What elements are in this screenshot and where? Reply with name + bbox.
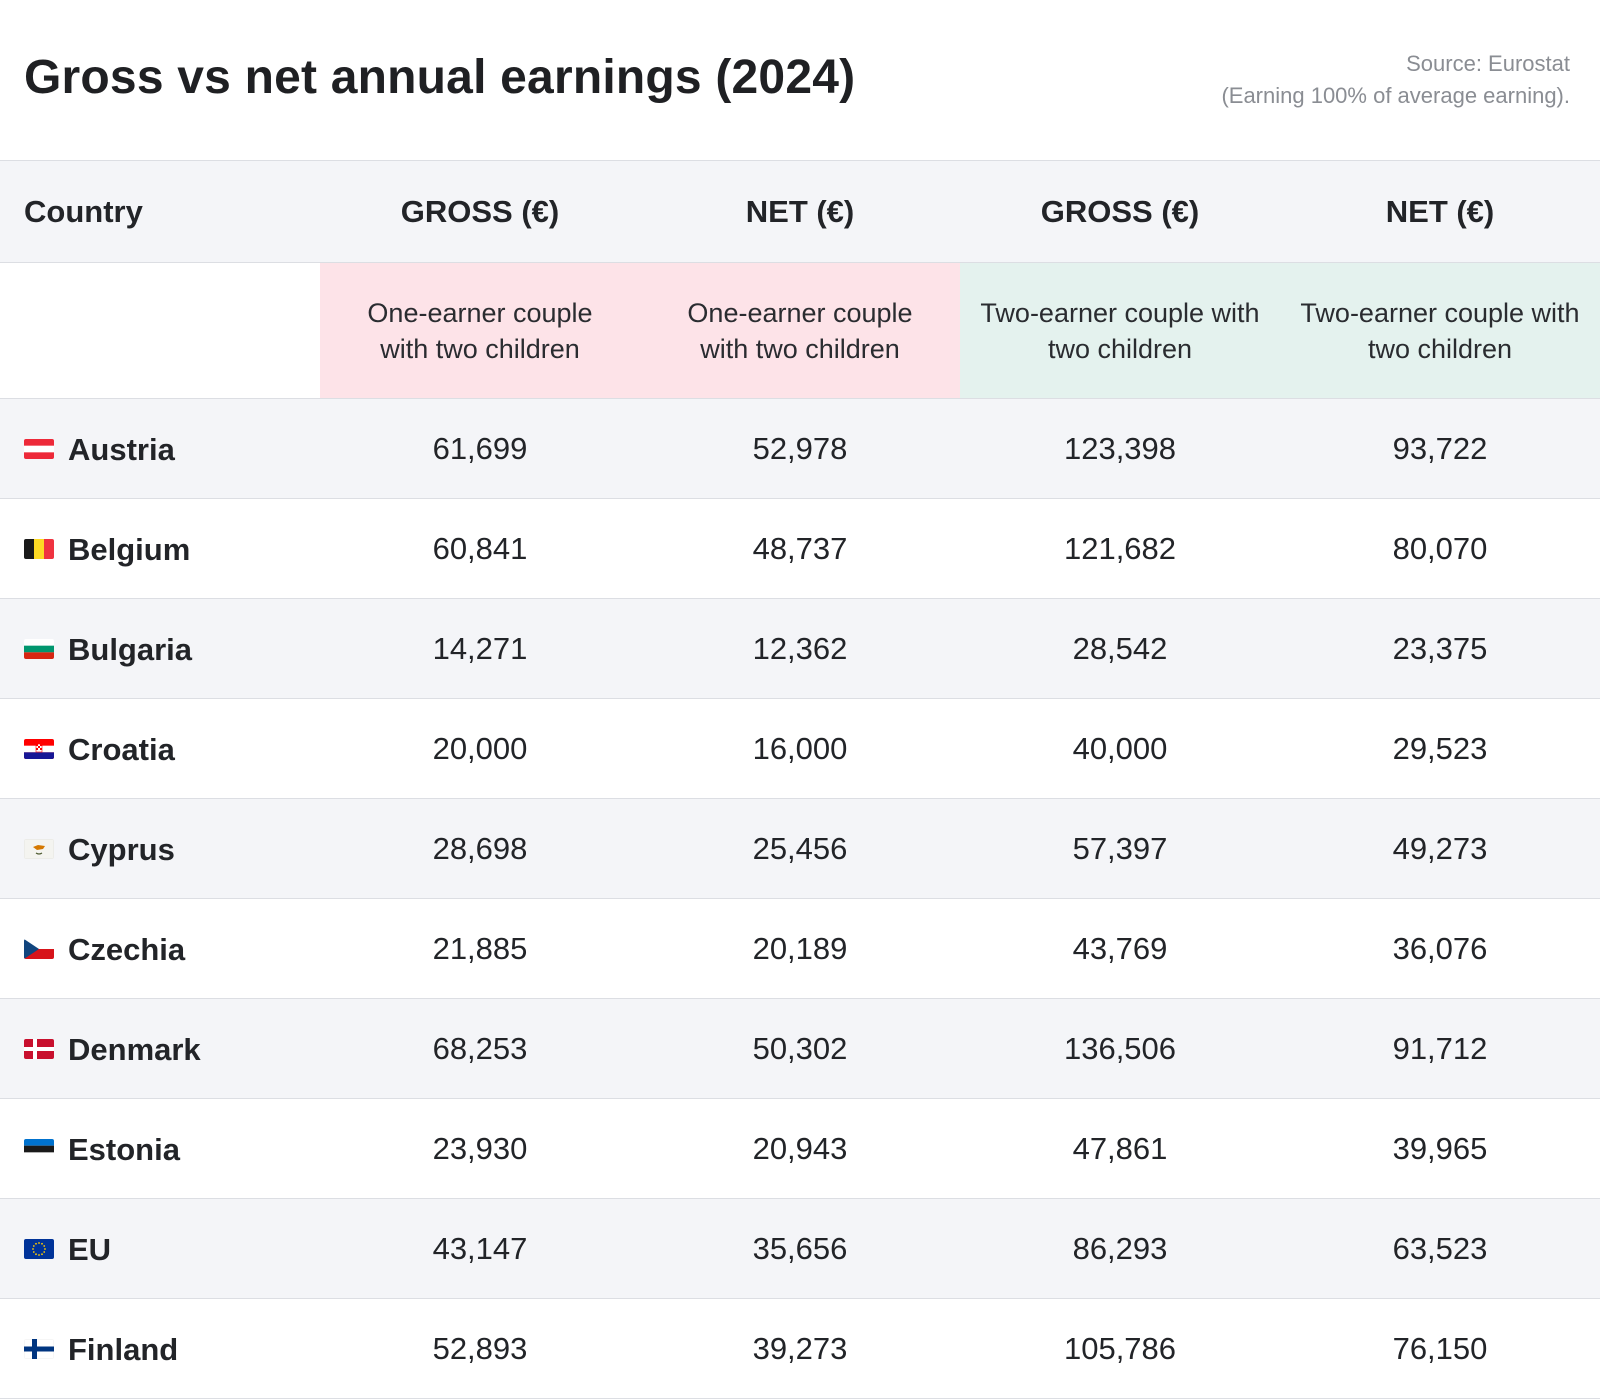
- gross-one-earner-cell: 61,699: [432, 430, 528, 466]
- table-row: Cyprus 28,698 25,456 57,397 49,273: [0, 798, 1600, 899]
- country-cell: Austria: [0, 399, 320, 499]
- country-name: EU: [68, 1231, 112, 1267]
- gross-two-earner-cell: 121,682: [1063, 530, 1177, 566]
- country-name: Estonia: [68, 1131, 180, 1167]
- net-one-earner-cell: 16,000: [752, 730, 848, 766]
- source-line: Source: Eurostat: [1406, 51, 1570, 76]
- earnings-table: Country GROSS (€) NET (€) GROSS (€) NET …: [0, 160, 1600, 1399]
- subheader-net-one: One-earner couple with two children: [640, 262, 960, 399]
- gross-one-earner-cell: 60,841: [432, 530, 528, 566]
- gross-one-earner-cell: 28,698: [432, 830, 528, 866]
- country-cell: Finland: [0, 1299, 320, 1399]
- country-name: Czechia: [68, 931, 186, 967]
- net-one-earner-cell: 20,943: [752, 1130, 848, 1166]
- table-row: Estonia 23,930 20,943 47,861 39,965: [0, 1098, 1600, 1199]
- net-one-earner-cell: 50,302: [752, 1030, 848, 1066]
- country-name: Austria: [68, 431, 175, 467]
- table-row: Czechia 21,885 20,189 43,769 36,076: [0, 898, 1600, 999]
- table-row: Croatia 20,000 16,000 40,000 29,523: [0, 698, 1600, 799]
- net-one-earner-cell: 12,362: [752, 630, 848, 666]
- net-one-earner-cell: 39,273: [752, 1330, 848, 1366]
- bulgaria-flag-icon: [24, 639, 54, 660]
- country-cell: EU: [0, 1199, 320, 1299]
- gross-one-earner-cell: 14,271: [432, 630, 528, 666]
- country-name: Finland: [68, 1331, 179, 1367]
- column-header-net-one: NET (€): [745, 193, 855, 229]
- table-row: EU 43,147 35,656 86,293 63,523: [0, 1198, 1600, 1299]
- estonia-flag-icon: [24, 1139, 54, 1160]
- source-note: Source: Eurostat (Earning 100% of averag…: [1221, 48, 1570, 112]
- net-two-earner-cell: 49,273: [1392, 830, 1488, 866]
- page-header: Gross vs net annual earnings (2024) Sour…: [0, 0, 1600, 160]
- net-two-earner-cell: 93,722: [1392, 430, 1488, 466]
- gross-two-earner-cell: 47,861: [1072, 1130, 1168, 1166]
- croatia-flag-icon: [24, 739, 54, 760]
- country-cell: Estonia: [0, 1099, 320, 1199]
- gross-two-earner-cell: 86,293: [1072, 1230, 1168, 1266]
- gross-one-earner-cell: 68,253: [432, 1030, 528, 1066]
- gross-one-earner-cell: 23,930: [432, 1130, 528, 1166]
- czechia-flag-icon: [24, 939, 54, 960]
- source-footnote: (Earning 100% of average earning).: [1221, 83, 1570, 108]
- table-row: Austria 61,699 52,978 123,398 93,722: [0, 398, 1600, 499]
- austria-flag-icon: [24, 439, 54, 460]
- net-one-earner-cell: 52,978: [752, 430, 848, 466]
- country-name: Denmark: [68, 1031, 201, 1067]
- subheader-gross-one: One-earner couple with two children: [320, 262, 640, 399]
- denmark-flag-icon: [24, 1039, 54, 1060]
- column-header-country: Country: [24, 193, 143, 229]
- subheader-blank: [0, 262, 320, 399]
- table-row: Belgium 60,841 48,737 121,682 80,070: [0, 498, 1600, 599]
- table-row: Denmark 68,253 50,302 136,506 91,712: [0, 998, 1600, 1099]
- net-two-earner-cell: 39,965: [1392, 1130, 1488, 1166]
- column-header-gross-two: GROSS (€): [1040, 193, 1200, 229]
- net-two-earner-cell: 63,523: [1392, 1230, 1488, 1266]
- net-two-earner-cell: 23,375: [1392, 630, 1488, 666]
- cyprus-flag-icon: [24, 839, 54, 860]
- net-one-earner-cell: 20,189: [752, 930, 848, 966]
- country-cell: Bulgaria: [0, 599, 320, 699]
- net-one-earner-cell: 35,656: [752, 1230, 848, 1266]
- net-one-earner-cell: 25,456: [752, 830, 848, 866]
- gross-one-earner-cell: 21,885: [432, 930, 528, 966]
- country-cell: Belgium: [0, 499, 320, 599]
- gross-two-earner-cell: 136,506: [1063, 1030, 1177, 1066]
- country-cell: Cyprus: [0, 799, 320, 899]
- gross-two-earner-cell: 43,769: [1072, 930, 1168, 966]
- column-header-net-two: NET (€): [1385, 193, 1495, 229]
- country-name: Cyprus: [68, 831, 175, 867]
- gross-one-earner-cell: 52,893: [432, 1330, 528, 1366]
- table-row: Bulgaria 14,271 12,362 28,542 23,375: [0, 598, 1600, 699]
- gross-two-earner-cell: 28,542: [1072, 630, 1168, 666]
- eu-flag-icon: [24, 1239, 54, 1260]
- column-header-gross-one: GROSS (€): [400, 193, 560, 229]
- net-two-earner-cell: 36,076: [1392, 930, 1488, 966]
- gross-two-earner-cell: 123,398: [1063, 430, 1177, 466]
- net-two-earner-cell: 29,523: [1392, 730, 1488, 766]
- country-name: Bulgaria: [68, 631, 193, 667]
- country-cell: Czechia: [0, 899, 320, 999]
- table-row: Finland 52,893 39,273 105,786 76,150: [0, 1298, 1600, 1399]
- finland-flag-icon: [24, 1339, 54, 1360]
- gross-two-earner-cell: 57,397: [1072, 830, 1168, 866]
- page-title: Gross vs net annual earnings (2024): [24, 51, 856, 104]
- belgium-flag-icon: [24, 539, 54, 560]
- net-two-earner-cell: 91,712: [1392, 1030, 1488, 1066]
- net-two-earner-cell: 76,150: [1392, 1330, 1488, 1366]
- country-name: Belgium: [68, 531, 191, 567]
- country-name: Croatia: [68, 731, 175, 767]
- net-two-earner-cell: 80,070: [1392, 530, 1488, 566]
- net-one-earner-cell: 48,737: [752, 530, 848, 566]
- gross-two-earner-cell: 105,786: [1063, 1330, 1177, 1366]
- subheader-row: One-earner couple with two children One-…: [0, 262, 1600, 399]
- country-cell: Croatia: [0, 699, 320, 799]
- gross-two-earner-cell: 40,000: [1072, 730, 1168, 766]
- country-cell: Denmark: [0, 999, 320, 1099]
- subheader-net-two: Two-earner couple with two children: [1280, 262, 1600, 399]
- column-header-row: Country GROSS (€) NET (€) GROSS (€) NET …: [0, 160, 1600, 263]
- subheader-gross-two: Two-earner couple with two children: [960, 262, 1280, 399]
- gross-one-earner-cell: 43,147: [432, 1230, 528, 1266]
- gross-one-earner-cell: 20,000: [432, 730, 528, 766]
- table-body: Austria 61,699 52,978 123,398 93,722 Belgium 6…: [0, 398, 1600, 1399]
